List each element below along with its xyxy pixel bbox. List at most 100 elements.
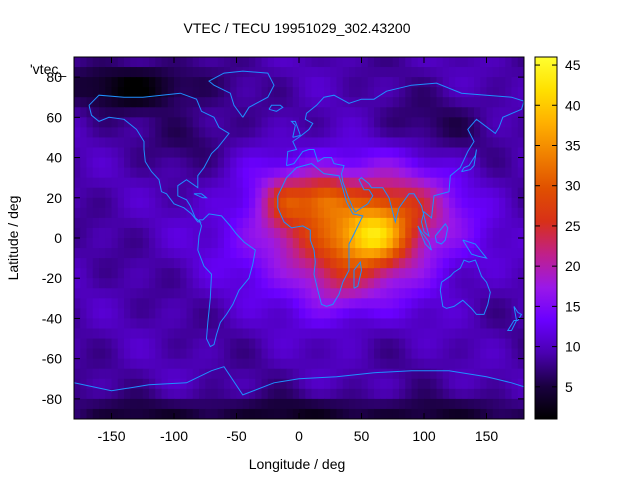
- heatmap-cell: [180, 318, 188, 330]
- heatmap-cell: [317, 268, 325, 279]
- heatmap-cell: [324, 157, 331, 169]
- heatmap-cell: [517, 207, 524, 219]
- heatmap-cell: [386, 258, 394, 269]
- heatmap-cell: [274, 177, 281, 189]
- heatmap-cell: [236, 288, 244, 299]
- heatmap-cell: [361, 388, 369, 400]
- heatmap-cell: [492, 248, 500, 259]
- heatmap-cell: [80, 308, 88, 320]
- heatmap-cell: [349, 248, 356, 259]
- heatmap-cell: [105, 308, 113, 320]
- heatmap-cell: [505, 157, 513, 169]
- heatmap-cell: [311, 167, 319, 179]
- heatmap-cell: [367, 248, 375, 259]
- heatmap-cell: [374, 187, 381, 199]
- heatmap-cell: [211, 207, 219, 219]
- heatmap-cell: [417, 268, 425, 279]
- heatmap-cell: [149, 288, 156, 299]
- heatmap-cell: [474, 368, 481, 380]
- heatmap-cell: [192, 207, 200, 219]
- heatmap-cell: [336, 338, 344, 350]
- heatmap-cell: [486, 147, 494, 159]
- heatmap-cell: [186, 197, 194, 209]
- heatmap-cell: [499, 97, 506, 108]
- heatmap-cell: [405, 97, 413, 108]
- heatmap-cell: [236, 398, 244, 410]
- heatmap-cell: [230, 248, 238, 259]
- heatmap-cell: [499, 77, 506, 88]
- heatmap-cell: [330, 368, 338, 380]
- heatmap-cell: [317, 288, 325, 299]
- heatmap-cell: [492, 388, 500, 400]
- heatmap-cell: [399, 248, 406, 259]
- heatmap-cell: [142, 288, 150, 299]
- heatmap-cell: [180, 97, 188, 108]
- heatmap-cell: [155, 328, 163, 340]
- heatmap-cell: [449, 137, 456, 149]
- heatmap-cell: [505, 388, 513, 400]
- heatmap-cell: [411, 288, 419, 299]
- heatmap-cell: [111, 338, 119, 350]
- heatmap-cell: [236, 77, 244, 88]
- heatmap-cell: [255, 87, 263, 98]
- heatmap-cell: [305, 238, 313, 249]
- heatmap-cell: [292, 318, 300, 330]
- heatmap-cell: [299, 408, 306, 419]
- heatmap-cell: [449, 227, 456, 239]
- heatmap-cell: [317, 57, 325, 68]
- heatmap-cell: [74, 268, 81, 279]
- heatmap-cell: [280, 348, 288, 360]
- heatmap-cell: [386, 77, 394, 88]
- heatmap-cell: [74, 358, 81, 370]
- heatmap-cell: [342, 127, 350, 139]
- heatmap-cell: [167, 147, 175, 159]
- heatmap-cell: [486, 328, 494, 340]
- heatmap-cell: [399, 338, 406, 350]
- heatmap-cell: [474, 298, 481, 309]
- heatmap-cell: [274, 278, 281, 289]
- heatmap-cell: [199, 97, 206, 108]
- heatmap-cell: [455, 137, 463, 149]
- heatmap-cell: [442, 57, 450, 68]
- heatmap-cell: [80, 207, 88, 219]
- heatmap-cell: [386, 97, 394, 108]
- heatmap-cell: [499, 248, 506, 259]
- heatmap-cell: [230, 117, 238, 128]
- heatmap-cell: [324, 358, 331, 370]
- heatmap-cell: [105, 268, 113, 279]
- heatmap-cell: [436, 227, 444, 239]
- heatmap-cell: [424, 147, 431, 159]
- heatmap-cell: [474, 197, 481, 209]
- heatmap-cell: [217, 97, 225, 108]
- heatmap-cell: [180, 197, 188, 209]
- heatmap-cell: [342, 408, 350, 419]
- heatmap-cell: [180, 338, 188, 350]
- heatmap-cell: [517, 378, 524, 390]
- heatmap-cell: [492, 368, 500, 380]
- heatmap-cell: [230, 388, 238, 400]
- heatmap-cell: [174, 217, 181, 229]
- heatmap-cell: [355, 348, 363, 360]
- heatmap-cell: [311, 127, 319, 139]
- heatmap-cell: [467, 378, 475, 390]
- heatmap-cell: [455, 308, 463, 320]
- heatmap-cell: [330, 187, 338, 199]
- heatmap-cell: [149, 258, 156, 269]
- heatmap-cell: [511, 358, 519, 370]
- heatmap-cell: [511, 238, 519, 249]
- heatmap-cell: [424, 87, 431, 98]
- heatmap-cell: [474, 77, 481, 88]
- heatmap-cell: [267, 177, 275, 189]
- heatmap-cell: [299, 97, 306, 108]
- heatmap-cell: [217, 167, 225, 179]
- heatmap-cell: [155, 207, 163, 219]
- heatmap-cell: [224, 388, 231, 400]
- heatmap-cell: [161, 288, 169, 299]
- heatmap-cell: [361, 117, 369, 128]
- heatmap-cell: [180, 298, 188, 309]
- heatmap-cell: [242, 338, 250, 350]
- heatmap-cell: [442, 217, 450, 229]
- heatmap-cell: [155, 97, 163, 108]
- heatmap-cell: [274, 408, 281, 419]
- heatmap-cell: [455, 248, 463, 259]
